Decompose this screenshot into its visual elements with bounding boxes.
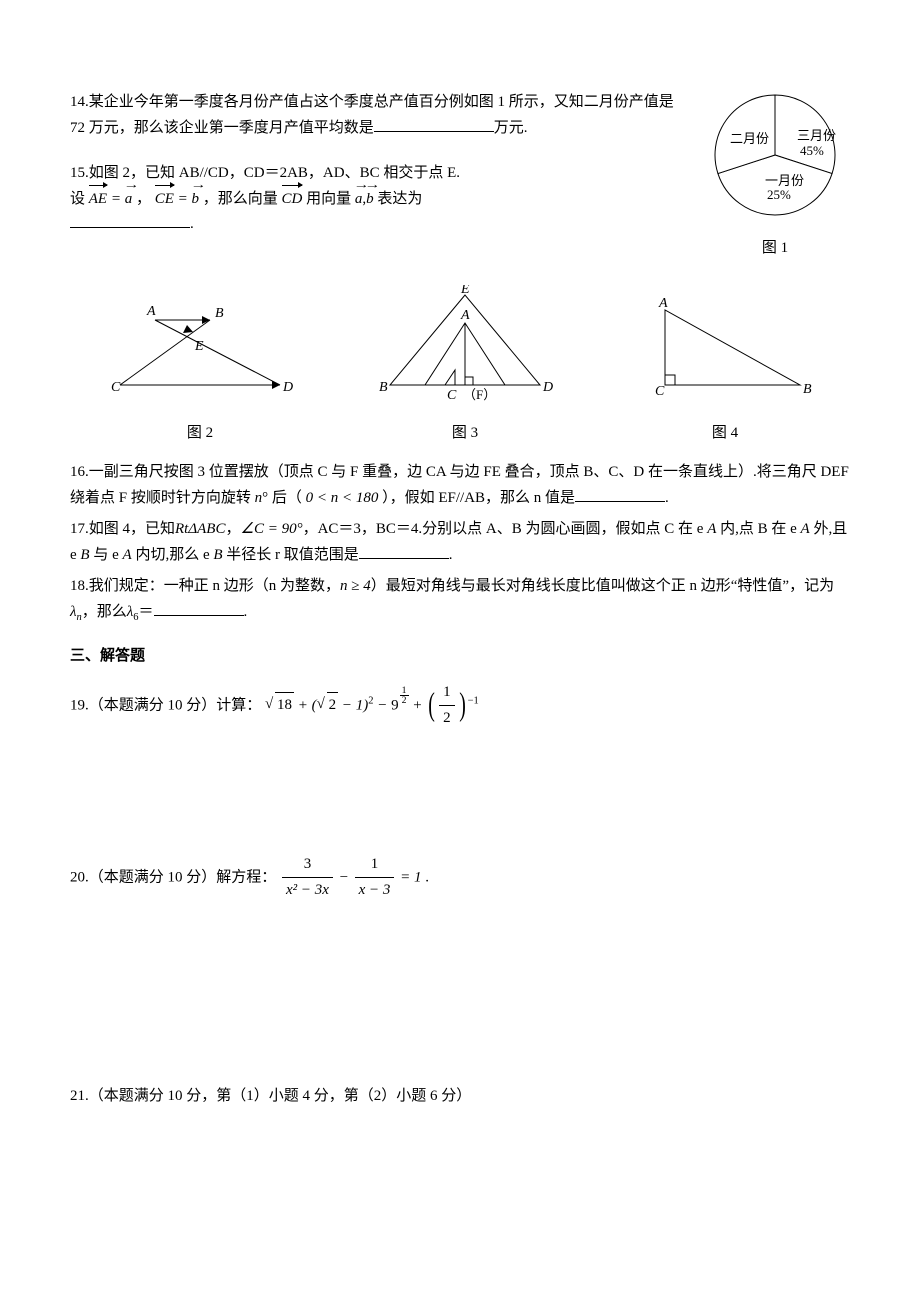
sqrt-18: 18: [265, 692, 294, 719]
q14: 14.某企业今年第一季度各月份产值占这个季度总产值百分例如图 1 所示，又知二月…: [70, 90, 680, 141]
fig2-caption: 图 2: [105, 421, 295, 447]
fig2: A B C D E 图 2: [105, 295, 295, 446]
vec-a2: a: [355, 187, 363, 213]
q16: 16.一副三角尺按图 3 位置摆放（顶点 C 与 F 重叠，边 CA 与边 FE…: [70, 460, 850, 511]
q16-blank: [575, 486, 665, 502]
fig1-caption: 图 1: [700, 236, 850, 262]
vec-cd: CD: [282, 187, 303, 213]
q15-text-f: .: [190, 216, 194, 232]
q18-blank: [154, 600, 244, 616]
svg-text:E: E: [460, 285, 470, 297]
fig1-pie: 三月份 45% 一月份 25% 二月份 图 1: [700, 90, 850, 261]
fig4: A C B 图 4: [635, 295, 815, 446]
q14-text-a: 14.某企业今年第一季度各月份产值占这个季度总产值百分例如图 1 所示，又知二月…: [70, 94, 674, 136]
vec-a: a: [125, 187, 133, 213]
q15: 15.如图 2，已知 AB//CD，CD＝2AB，AD、BC 相交于点 E. 设…: [70, 161, 680, 238]
svg-text:二月份: 二月份: [730, 131, 769, 146]
svg-text:B: B: [803, 382, 812, 397]
q15-text-e: 表达为: [377, 191, 422, 207]
exp-1-2: 12: [400, 686, 409, 707]
svg-text:B: B: [379, 380, 388, 395]
svg-text:A: A: [146, 304, 156, 319]
fig3-svg: E A B D C （F）: [365, 285, 565, 405]
q15-text-b: 设: [70, 191, 85, 207]
q14-blank: [374, 116, 494, 132]
q14-q15-text: 14.某企业今年第一季度各月份产值占这个季度总产值百分例如图 1 所示，又知二月…: [70, 90, 680, 244]
svg-text:E: E: [194, 339, 204, 354]
svg-text:C: C: [111, 380, 121, 395]
vec-ce: CE: [155, 187, 174, 213]
fig3-caption: 图 3: [365, 421, 565, 447]
fig4-caption: 图 4: [635, 421, 815, 447]
fig2-svg: A B C D E: [105, 295, 295, 405]
q17: 17.如图 4，已知RtΔABC，∠C = 90°，AC＝3，BC＝4.分别以点…: [70, 517, 850, 568]
fig3: E A B D C （F） 图 3: [365, 285, 565, 446]
q16-c: ），假如 EF//AB，那么 n 值是: [382, 490, 575, 506]
q14-q15-block: 14.某企业今年第一季度各月份产值占这个季度总产值百分例如图 1 所示，又知二月…: [70, 90, 850, 261]
vec-b2: b: [366, 187, 374, 213]
svg-text:C: C: [655, 384, 665, 399]
figs-2-3-4: A B C D E 图 2 E A B D C （F） 图 3 A C: [70, 285, 850, 446]
svg-text:三月份: 三月份: [797, 128, 836, 143]
svg-text:A: A: [658, 296, 668, 311]
svg-text:45%: 45%: [800, 143, 824, 158]
q18: 18.我们规定：一种正 n 边形（n 为整数，n ≥ 4）最短对角线与最长对角线…: [70, 574, 850, 626]
q15-blank: [70, 212, 190, 228]
frac-1-2: 12: [439, 680, 455, 732]
frac-2: 1x − 3: [355, 852, 395, 904]
q15-text-c: ，那么向量: [203, 191, 278, 207]
q15-text-d: 用向量: [306, 191, 351, 207]
svg-text:（F）: （F）: [463, 387, 496, 402]
svg-text:B: B: [215, 306, 224, 321]
q21: 21.（本题满分 10 分，第（1）小题 4 分，第（2）小题 6 分）: [70, 1084, 850, 1110]
svg-text:A: A: [460, 308, 470, 323]
q19: 19.（本题满分 10 分）计算： 18 + (2 − 1)2 − 912 + …: [70, 680, 850, 732]
svg-text:D: D: [542, 380, 553, 395]
section-3-title: 三、解答题: [70, 644, 850, 670]
vec-b: b: [192, 187, 200, 213]
q17-blank: [359, 543, 449, 559]
svg-text:D: D: [282, 380, 293, 395]
q14-text-b: 万元.: [494, 120, 528, 136]
pie-chart-svg: 三月份 45% 一月份 25% 二月份: [700, 90, 850, 220]
frac-1: 3x² − 3x: [282, 852, 333, 904]
svg-text:25%: 25%: [767, 187, 791, 202]
vec-ae: AE: [89, 187, 107, 213]
q20: 20.（本题满分 10 分）解方程： 3x² − 3x − 1x − 3 = 1…: [70, 852, 850, 904]
q16-b: 后（: [272, 490, 302, 506]
svg-text:一月份: 一月份: [765, 173, 804, 188]
svg-text:C: C: [447, 388, 457, 403]
fig4-svg: A C B: [635, 295, 815, 405]
